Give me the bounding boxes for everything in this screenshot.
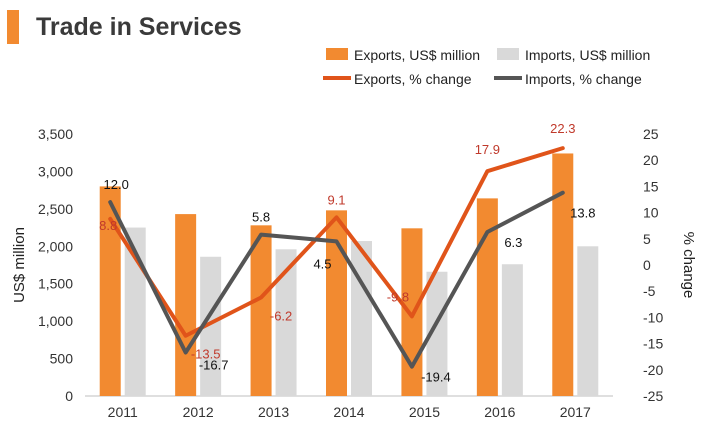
imports-change-label: 4.5 <box>313 256 331 271</box>
y-tick-label: 1,000 <box>38 313 73 329</box>
exports-change-label: -9.8 <box>387 289 409 304</box>
imports-bar <box>200 256 222 396</box>
exports-bar <box>250 225 272 396</box>
y2-tick-label: -25 <box>643 388 663 404</box>
imports-change-line <box>108 190 565 369</box>
y2-tick-label: -15 <box>643 336 663 352</box>
legend-label-exports-bar: Exports, US$ million <box>354 47 480 63</box>
imports-bar <box>351 241 372 396</box>
x-tick-label: 2017 <box>560 404 591 420</box>
exports-change-label: -6.2 <box>270 308 292 323</box>
imports-bar <box>124 227 146 396</box>
x-tick-label: 2011 <box>108 404 138 420</box>
imports-bar <box>275 249 297 396</box>
imports-change-label: 5.8 <box>252 210 270 225</box>
imports-change-label: 6.3 <box>504 235 522 250</box>
legend-label-exports-line: Exports, % change <box>354 71 472 87</box>
y2-tick-label: 0 <box>643 257 651 273</box>
y-tick-label: 1,500 <box>38 276 73 292</box>
imports-bar <box>577 246 599 396</box>
exports-change-label: 8.8 <box>99 218 117 233</box>
legend-swatch-imports-bar <box>497 48 519 60</box>
y2-tick-label: 20 <box>643 152 659 168</box>
y2-tick-label: -20 <box>643 362 663 378</box>
exports-change-label: 9.1 <box>327 192 345 207</box>
y-tick-label: 2,000 <box>38 238 73 254</box>
y2-tick-label: -5 <box>643 283 656 299</box>
exports-change-line <box>108 146 565 338</box>
imports-change-label: 13.8 <box>570 206 595 221</box>
exports-bar <box>326 210 347 396</box>
y2-axis-title: % change <box>680 232 697 299</box>
legend-swatch-exports-bar <box>326 48 348 60</box>
title-block: Trade in Services <box>7 10 242 44</box>
title-accent-bar <box>7 10 19 44</box>
y2-tick-label: 25 <box>643 126 659 142</box>
y-tick-label: 2,500 <box>38 201 73 217</box>
imports-bar <box>426 271 448 396</box>
y-tick-label: 500 <box>50 351 74 367</box>
exports-bar <box>476 198 498 396</box>
legend-label-imports-line: Imports, % change <box>525 71 642 87</box>
exports-change-label: 17.9 <box>475 142 500 157</box>
exports-change-label: 22.3 <box>550 121 575 136</box>
x-tick-label: 2015 <box>409 404 440 420</box>
y-tick-label: 0 <box>65 388 73 404</box>
imports-bar <box>501 264 523 396</box>
exports-bar <box>552 153 574 396</box>
imports-change-label: -19.4 <box>421 370 451 385</box>
y2-tick-label: -10 <box>643 309 663 325</box>
y-tick-label: 3,000 <box>38 163 73 179</box>
y2-tick-label: 5 <box>643 231 651 247</box>
y2-tick-label: 15 <box>643 178 659 194</box>
y-axis-title: US$ million <box>11 227 28 303</box>
legend-label-imports-bar: Imports, US$ million <box>525 47 650 63</box>
imports-change-label: 12.0 <box>104 177 129 192</box>
x-tick-label: 2012 <box>183 404 214 420</box>
exports-bar <box>99 186 121 396</box>
x-tick-label: 2016 <box>484 404 515 420</box>
y2-tick-label: 10 <box>643 205 659 221</box>
exports-change-label: -13.5 <box>191 347 221 362</box>
exports-bar <box>175 214 197 396</box>
x-tick-label: 2014 <box>333 404 364 420</box>
page-title: Trade in Services <box>36 12 242 41</box>
x-tick-label: 2013 <box>258 404 289 420</box>
imports-change-label: -16.7 <box>199 358 229 373</box>
y-tick-label: 3,500 <box>38 126 73 142</box>
